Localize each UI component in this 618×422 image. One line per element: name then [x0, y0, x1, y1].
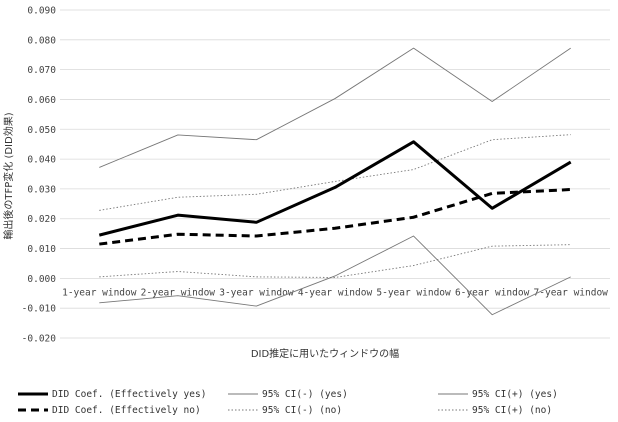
legend-label: 95% CI(-) (no)	[262, 405, 342, 416]
x-category-label: 1-year window	[62, 287, 137, 298]
legend-label: DID Coef. (Effectively yes)	[52, 389, 206, 400]
series-line	[99, 134, 571, 211]
y-tick-label: 0.060	[27, 95, 56, 106]
legend-label: 95% CI(+) (yes)	[472, 389, 558, 400]
legend-label: DID Coef. (Effectively no)	[52, 405, 201, 416]
series-line	[99, 188, 571, 246]
x-category-labels: 1-year window 2-year window 3-year window 4…	[62, 287, 608, 298]
legend: DID Coef. (Effectively yes) 95% CI(-) (ye…	[18, 389, 558, 416]
x-category-label: 7-year window	[534, 287, 609, 298]
y-tick-labels: -0.020 -0.010 0.000 0.010 0.020 0.030 0.040 0.0…	[22, 6, 57, 345]
x-axis-title: DID推定に用いたウィンドウの幅	[251, 347, 399, 360]
y-tick-label: 0.040	[27, 155, 56, 166]
y-tick-label: -0.010	[22, 304, 57, 315]
y-tick-label: 0.090	[27, 6, 56, 17]
x-category-label: 6-year window	[455, 287, 530, 298]
y-tick-label: -0.020	[22, 334, 57, 345]
y-tick-label: 0.000	[27, 274, 56, 285]
series-line	[99, 244, 571, 278]
x-category-label: 2-year window	[141, 287, 216, 298]
series-lines	[98, 47, 572, 316]
legend-label: 95% CI(-) (yes)	[262, 389, 348, 400]
y-tick-label: 0.020	[27, 214, 56, 225]
y-tick-label: 0.030	[27, 184, 56, 195]
y-axis-title: 輸出後のTFP変化 (DID効果)	[2, 112, 15, 239]
y-tick-label: 0.080	[27, 35, 56, 46]
series-line	[98, 140, 572, 237]
x-category-label: 4-year window	[298, 287, 373, 298]
x-category-label: 5-year window	[376, 287, 451, 298]
y-tick-label: 0.050	[27, 125, 56, 136]
y-tick-label: 0.010	[27, 244, 56, 255]
series-line	[99, 47, 571, 168]
legend-label: 95% CI(+) (no)	[472, 405, 552, 416]
x-category-label: 3-year window	[219, 287, 294, 298]
y-tick-label: 0.070	[27, 65, 56, 76]
series-line	[99, 235, 571, 316]
